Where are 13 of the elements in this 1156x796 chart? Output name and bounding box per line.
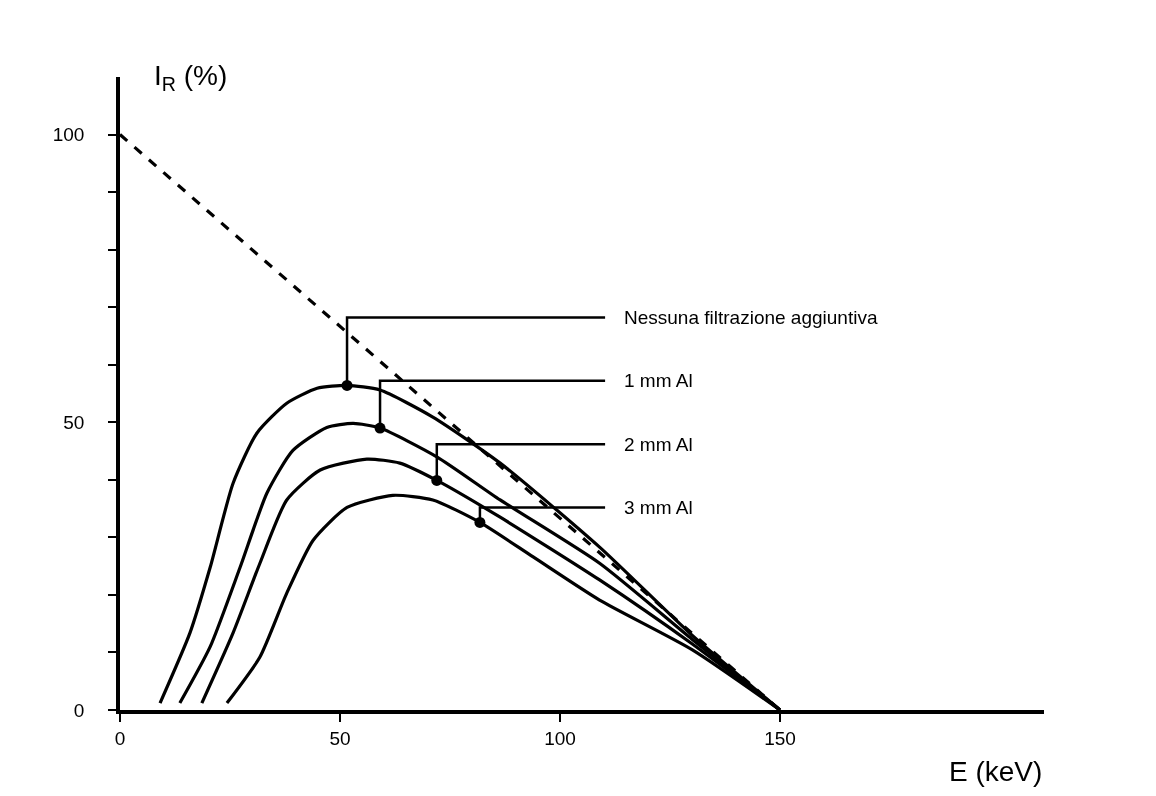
y-tick-label: 50 — [63, 411, 85, 433]
y-tick-label: 100 — [52, 124, 85, 146]
x-tick-label: 0 — [114, 727, 126, 749]
annotation: 2 mm Al — [624, 434, 693, 455]
annotation: 3 mm Al — [624, 497, 693, 518]
annotation: Nessuna filtrazione aggiuntiva — [624, 307, 878, 328]
x-axis-title: E (keV) — [949, 756, 1043, 787]
y-axis-title: I$_{R}$ (%) — [154, 60, 228, 95]
x-tick-label: 50 — [329, 727, 351, 749]
x-tick-label: 150 — [764, 727, 796, 749]
annotation: 1 mm Al — [624, 370, 693, 391]
x-tick-label: 100 — [544, 727, 576, 749]
y-tick-label: 0 — [73, 699, 85, 721]
